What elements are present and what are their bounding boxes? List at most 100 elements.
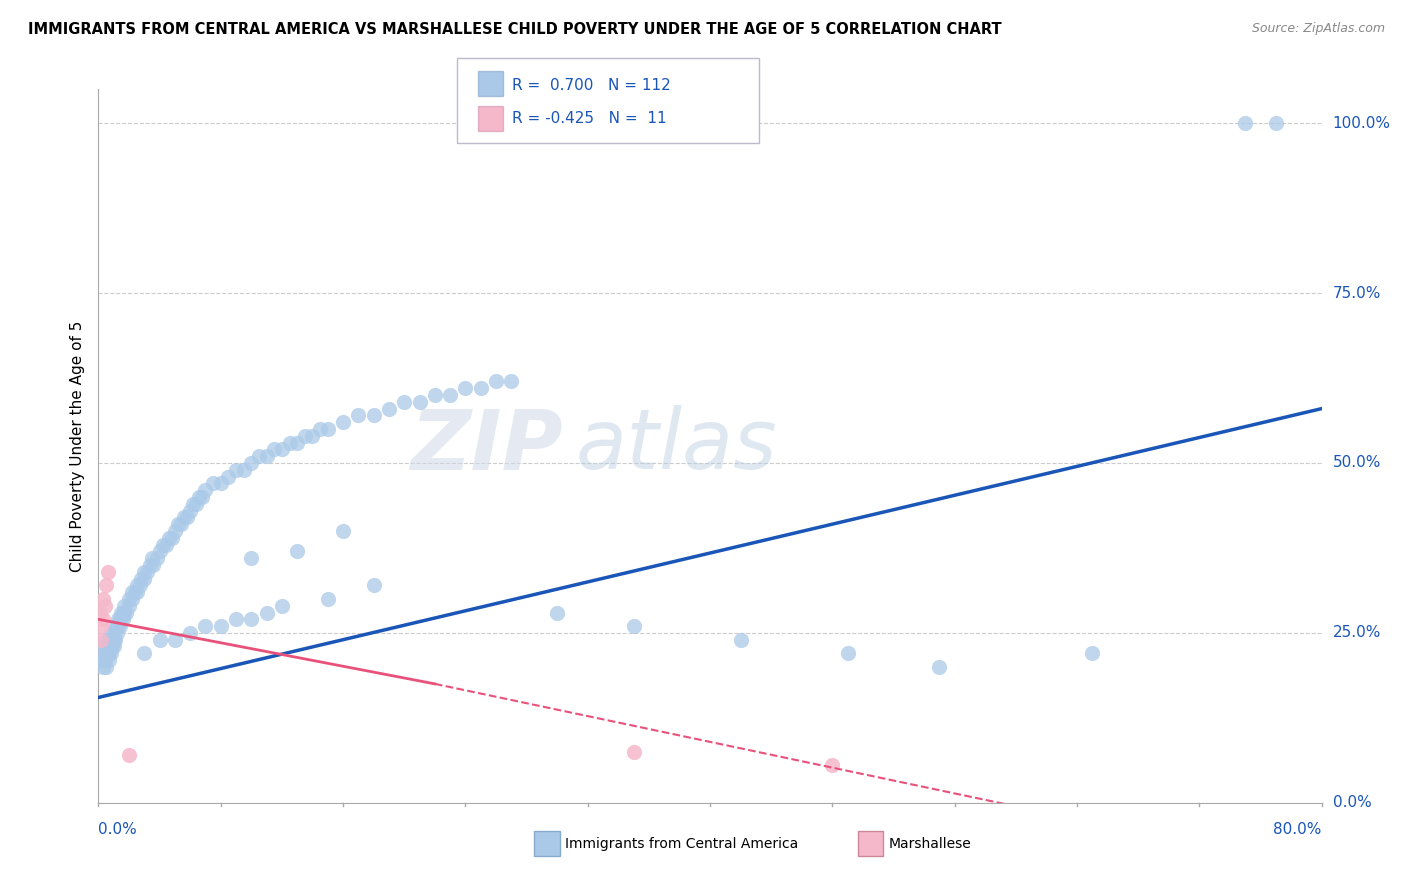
Point: [470, 381, 492, 395]
Point: [103, 626, 125, 640]
Point: [107, 612, 129, 626]
Point: [285, 435, 308, 450]
Point: [149, 544, 172, 558]
Point: [240, 456, 263, 470]
Point: [928, 660, 950, 674]
Point: [94, 660, 117, 674]
Point: [104, 619, 127, 633]
Point: [100, 646, 122, 660]
Point: [115, 606, 138, 620]
Point: [110, 612, 132, 626]
Point: [1234, 116, 1257, 130]
Text: R = -0.425   N =  11: R = -0.425 N = 11: [512, 111, 666, 126]
Point: [152, 537, 174, 551]
Point: [263, 442, 285, 457]
Point: [111, 606, 134, 620]
Point: [194, 619, 217, 633]
Point: [97, 565, 120, 579]
Point: [112, 599, 135, 613]
Point: [209, 476, 232, 491]
Point: [623, 619, 645, 633]
Point: [108, 612, 131, 626]
Point: [124, 585, 146, 599]
Point: [332, 415, 354, 429]
Point: [247, 449, 270, 463]
Point: [118, 599, 141, 613]
Text: R =  0.700   N = 112: R = 0.700 N = 112: [512, 78, 671, 93]
Point: [270, 599, 292, 613]
Point: [347, 409, 370, 423]
Point: [256, 606, 278, 620]
Point: [118, 748, 141, 763]
Point: [179, 626, 201, 640]
Point: [392, 394, 416, 409]
Point: [94, 578, 117, 592]
Text: 100.0%: 100.0%: [1333, 116, 1391, 131]
Point: [485, 375, 508, 389]
Point: [101, 640, 124, 654]
Point: [94, 632, 117, 647]
Point: [408, 394, 430, 409]
Point: [149, 632, 172, 647]
Point: [202, 476, 225, 491]
Point: [363, 409, 385, 423]
Point: [423, 388, 446, 402]
Point: [454, 381, 477, 395]
Point: [217, 469, 239, 483]
Point: [176, 510, 198, 524]
Point: [97, 640, 120, 654]
Point: [118, 591, 141, 606]
Point: [1081, 646, 1104, 660]
Point: [501, 375, 523, 389]
Point: [121, 591, 143, 606]
Text: Immigrants from Central America: Immigrants from Central America: [565, 837, 799, 851]
Point: [256, 449, 278, 463]
Point: [90, 619, 112, 633]
Point: [91, 646, 114, 660]
Point: [136, 565, 159, 579]
Text: Source: ZipAtlas.com: Source: ZipAtlas.com: [1251, 22, 1385, 36]
Point: [129, 572, 152, 586]
Point: [107, 619, 129, 633]
Point: [194, 483, 217, 498]
Point: [378, 401, 401, 416]
Point: [170, 517, 193, 532]
Point: [112, 606, 135, 620]
Text: 25.0%: 25.0%: [1333, 625, 1381, 640]
Point: [240, 612, 263, 626]
Point: [105, 619, 128, 633]
Point: [91, 612, 114, 626]
Point: [546, 116, 568, 130]
Point: [225, 612, 247, 626]
Point: [141, 551, 163, 566]
Point: [145, 551, 167, 566]
Point: [91, 660, 114, 674]
Point: [278, 435, 301, 450]
Point: [439, 388, 461, 402]
Point: [232, 463, 254, 477]
Point: [103, 632, 125, 647]
Y-axis label: Child Poverty Under the Age of 5: Child Poverty Under the Age of 5: [70, 320, 86, 572]
Point: [91, 591, 114, 606]
Point: [225, 463, 247, 477]
Point: [270, 442, 292, 457]
Point: [188, 490, 211, 504]
Point: [191, 490, 214, 504]
Point: [94, 646, 117, 660]
Point: [301, 429, 323, 443]
Point: [363, 578, 385, 592]
Point: [821, 758, 844, 772]
Point: [93, 640, 115, 654]
Point: [134, 572, 156, 586]
Point: [730, 632, 752, 647]
Point: [623, 745, 645, 759]
Point: [105, 626, 128, 640]
Point: [90, 632, 112, 647]
Point: [316, 591, 339, 606]
Point: [240, 551, 263, 566]
Point: [134, 646, 156, 660]
Point: [173, 510, 195, 524]
Point: [125, 585, 148, 599]
Point: [111, 612, 134, 626]
Point: [167, 517, 190, 532]
